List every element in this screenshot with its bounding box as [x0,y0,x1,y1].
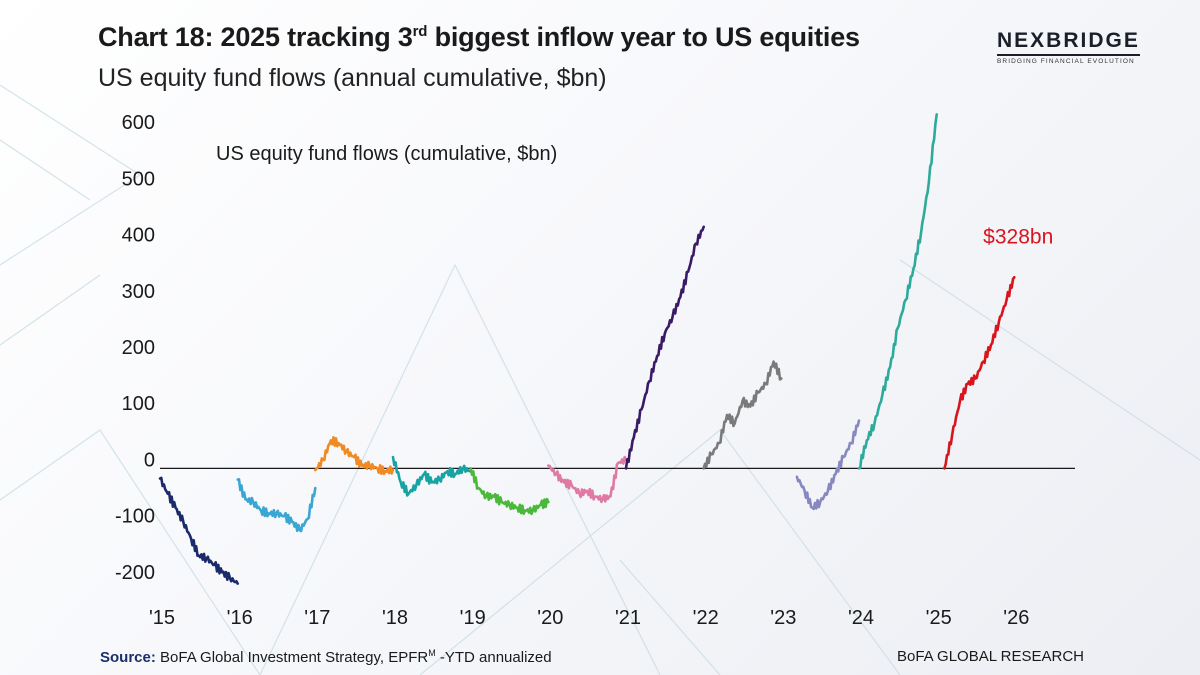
y-tick-label: 0 [144,449,155,471]
x-tick-label: '23 [770,607,796,629]
series-line-2021 [624,225,706,470]
x-tick-label: '25 [926,607,952,629]
source-note: Source: BoFA Global Investment Strategy,… [100,648,552,666]
series-line-2018 [391,455,473,497]
x-tick-label: '21 [615,607,641,629]
y-tick-label: 500 [122,168,155,190]
x-tick-label: '19 [460,607,486,629]
series-line-2015 [158,476,239,585]
series-label: US equity fund flows (cumulative, $bn) [216,143,557,165]
x-tick-label: '17 [304,607,330,629]
chart-title: Chart 18: 2025 tracking 3rd biggest infl… [98,22,860,52]
y-tick-label: 600 [122,112,155,134]
x-tick-label: '22 [693,607,719,629]
y-tick-label: 300 [122,281,155,303]
logo-tagline: BRIDGING FINANCIAL EVOLUTION [997,54,1140,65]
x-tick-label: '26 [1003,607,1029,629]
series-line-2022 [702,360,783,470]
y-tick-label: 100 [122,393,155,415]
annotation-label: $328bn [983,226,1053,249]
series-line-2023 [795,419,861,511]
x-tick-label: '18 [382,607,408,629]
series-line-2025 [943,275,1016,470]
series-line-2017 [313,435,395,476]
source-label: Source: [100,649,156,666]
chart-subtitle: US equity fund flows (annual cumulative,… [98,64,607,92]
x-tick-label: '16 [227,607,253,629]
series-line-2024 [857,113,939,470]
x-tick-label: '15 [149,607,175,629]
y-tick-label: -100 [115,506,155,528]
series-line-2016 [236,477,317,533]
series-line-2020 [546,455,628,504]
x-tick-label: '20 [537,607,563,629]
y-tick-label: 400 [122,225,155,247]
research-brand: BoFA GLOBAL RESEARCH [897,648,1085,665]
logo-name: NEXBRIDGE [997,29,1140,52]
y-tick-label: 200 [122,337,155,359]
series-line-2019 [469,467,550,516]
brand-logo: NEXBRIDGE BRIDGING FINANCIAL EVOLUTION [997,30,1140,65]
x-tick-label: '24 [848,607,874,629]
y-tick-label: -200 [115,562,155,584]
